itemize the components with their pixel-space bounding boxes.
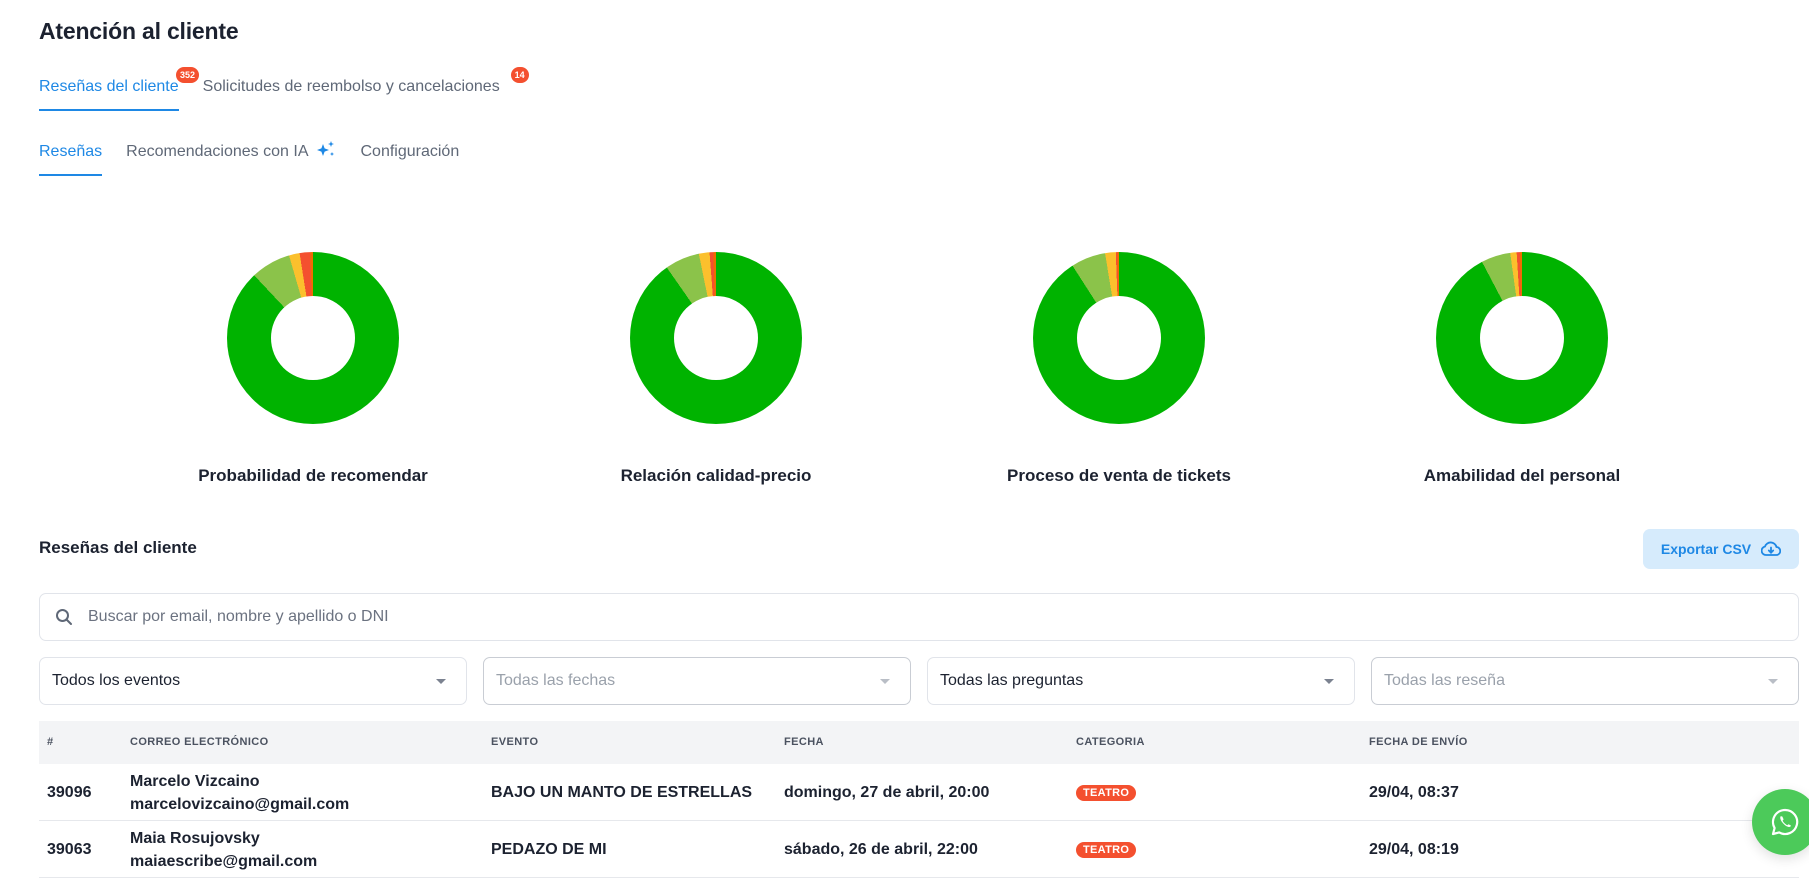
cell-date: domingo, 27 de abril, 20:00 [784,783,990,801]
chart-staff-kindness: Amabilidad del personal [1352,240,1692,500]
caret-down-icon [436,678,446,684]
customer-email: maiaescribe@gmail.com [130,852,318,870]
column-header-event[interactable]: EVENTO [491,736,539,748]
subtab-label: Reseñas [39,143,103,160]
chart-ticket-sales: Proceso de venta de tickets [949,240,1289,500]
subtab-ai-recommendations[interactable]: Recomendaciones con IA [126,141,336,176]
cell-id: 39063 [47,840,92,858]
subtab-settings[interactable]: Configuración [360,143,459,176]
main-tabs: Reseñas del cliente 352 Solicitudes de r… [39,67,529,111]
customer-name: Marcelo Vizcaino [130,772,260,790]
donut-chart[interactable] [630,252,802,424]
chart-value-for-money: Relación calidad-precio [546,240,886,500]
chart-title: Relación calidad-precio [620,466,812,485]
cell-id: 39096 [47,783,92,801]
category-tag: TEATRO [1076,784,1137,801]
select-value: Todos los eventos [52,672,181,689]
donut-chart[interactable] [1033,252,1205,424]
cell-sent-date: 29/04, 08:37 [1369,783,1459,801]
cell-event: BAJO UN MANTO DE ESTRELLAS [491,783,753,801]
cell-customer: Marcelo Vizcaino marcelovizcaino@gmail.c… [130,764,349,821]
reviews-count-badge: 352 [176,67,200,83]
select-placeholder: Todas las reseña [1384,672,1505,689]
cloud-download-icon [1761,541,1782,556]
chart-title: Amabilidad del personal [1423,466,1621,485]
caret-down-icon [1324,678,1334,684]
whatsapp-chat-button[interactable] [1752,789,1809,855]
select-value: Todas las preguntas [940,672,1084,689]
whatsapp-icon [1771,808,1799,836]
table-row[interactable]: 39096 Marcelo Vizcaino marcelovizcaino@g… [39,764,1799,821]
tab-label: Solicitudes de reembolso y cancelaciones [202,78,500,95]
dates-select[interactable]: Todas las fechas [483,657,911,705]
page-title: Atención al cliente [39,18,239,44]
cell-customer: Maia Rosujovsky maiaescribe@gmail.com [130,821,317,878]
donut-chart[interactable] [227,252,399,424]
caret-down-icon [880,678,890,684]
chart-title: Proceso de venta de tickets [1007,466,1231,485]
cell-event: PEDAZO DE MI [491,840,607,858]
column-header-category[interactable]: CATEGORIA [1076,736,1145,748]
export-csv-button[interactable]: Exportar CSV [1643,529,1799,569]
sub-tabs: Reseñas Recomendaciones con IA Configura… [39,141,483,176]
column-header-sent-date[interactable]: FECHA DE ENVÍO [1369,736,1468,748]
caret-down-icon [1768,678,1778,684]
search-icon [56,609,72,625]
cell-category: TEATRO [1076,821,1137,878]
section-title: Reseñas del cliente [39,538,197,557]
search-input[interactable] [88,608,1688,626]
subtab-reviews[interactable]: Reseñas [39,143,103,176]
cell-category: TEATRO [1076,764,1137,821]
filters-bar: Todos los eventos Todas las fechas Todas… [39,657,1799,705]
subtab-label: Configuración [360,143,460,160]
search-field [39,593,1799,641]
reviews-table: # CORREO ELECTRÓNICO EVENTO FECHA CATEGO… [39,721,1799,878]
tab-refunds-cancellations[interactable]: Solicitudes de reembolso y cancelaciones… [202,67,529,111]
category-tag: TEATRO [1076,841,1137,858]
customer-email: marcelovizcaino@gmail.com [130,795,350,813]
chart-title: Probabilidad de recomendar [198,466,428,485]
column-header-email[interactable]: CORREO ELECTRÓNICO [130,736,269,748]
customer-name: Maia Rosujovsky [130,829,260,847]
tab-label: Reseñas del cliente [39,78,179,95]
chart-recommend: Probabilidad de recomendar [143,240,483,500]
refunds-count-badge: 14 [510,67,529,83]
sparkle-icon [317,141,335,156]
table-header: # CORREO ELECTRÓNICO EVENTO FECHA CATEGO… [39,721,1799,764]
column-header-id[interactable]: # [47,736,54,748]
rating-charts: Probabilidad de recomendar Relación cali… [39,240,1799,500]
column-header-date[interactable]: FECHA [784,736,824,748]
donut-chart[interactable] [1436,252,1608,424]
select-placeholder: Todas las fechas [496,672,616,689]
subtab-label: Recomendaciones con IA [126,143,309,160]
tab-customer-reviews[interactable]: Reseñas del cliente 352 [39,67,200,111]
events-select[interactable]: Todos los eventos [39,657,467,705]
cell-sent-date: 29/04, 08:19 [1369,840,1459,858]
export-label: Exportar CSV [1660,541,1752,557]
questions-select[interactable]: Todas las preguntas [927,657,1355,705]
cell-date: sábado, 26 de abril, 22:00 [784,840,978,858]
reviews-select[interactable]: Todas las reseña [1371,657,1799,705]
table-row[interactable]: 39063 Maia Rosujovsky maiaescribe@gmail.… [39,821,1799,878]
